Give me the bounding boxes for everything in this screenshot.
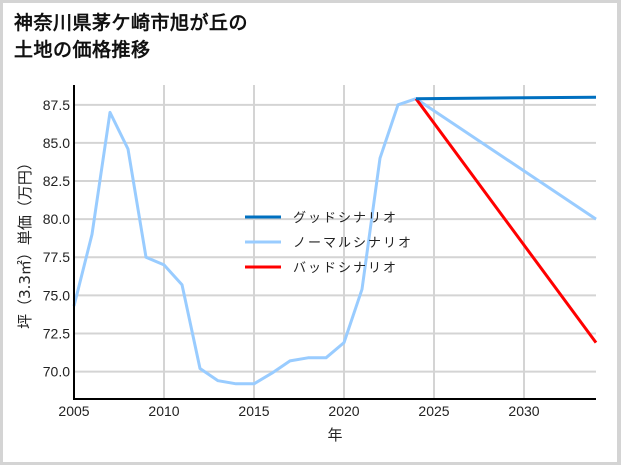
y-tick-label: 87.5: [43, 97, 70, 113]
y-tick-label: 77.5: [43, 249, 70, 265]
y-axis-label: 坪（3.3㎡）単価（万円）: [16, 155, 34, 329]
x-tick-label: 2015: [238, 403, 269, 419]
legend-label: バッドシナリオ: [293, 261, 398, 276]
legend-label: グッドシナリオ: [293, 211, 398, 226]
chart-title: 神奈川県茅ケ崎市旭が丘の 土地の価格推移: [14, 10, 248, 64]
y-tick-label: 80.0: [43, 211, 70, 227]
y-tick-label: 82.5: [43, 173, 70, 189]
series-lines: [72, 95, 598, 386]
x-axis-label: 年: [327, 426, 342, 444]
series-line-2: [414, 97, 598, 344]
x-tick-label: 2020: [328, 403, 359, 419]
legend-label: ノーマルシナリオ: [293, 236, 413, 251]
series-line-0: [415, 95, 597, 101]
series-line-1: [72, 97, 597, 386]
x-tick-label: 2010: [148, 403, 179, 419]
axes: [73, 85, 596, 400]
x-tick-label: 2005: [58, 403, 89, 419]
chart-title-line-1: 神奈川県茅ケ崎市旭が丘の: [14, 12, 249, 34]
x-tick-label: 2025: [418, 403, 449, 419]
y-tick-label: 70.0: [43, 364, 70, 380]
x-tick-labels: 2005 2010 2015 2020 2025 2030: [58, 403, 539, 419]
chart-title-line-2: 土地の価格推移: [14, 39, 151, 61]
y-tick-label: 75.0: [43, 287, 70, 303]
y-tick-label: 72.5: [43, 325, 70, 341]
x-tick-label: 2030: [508, 403, 539, 419]
y-tick-label: 85.0: [43, 135, 70, 151]
y-tick-labels: 70.0 72.5 75.0 77.5 80.0 82.5 85.0 87.5: [43, 97, 70, 380]
